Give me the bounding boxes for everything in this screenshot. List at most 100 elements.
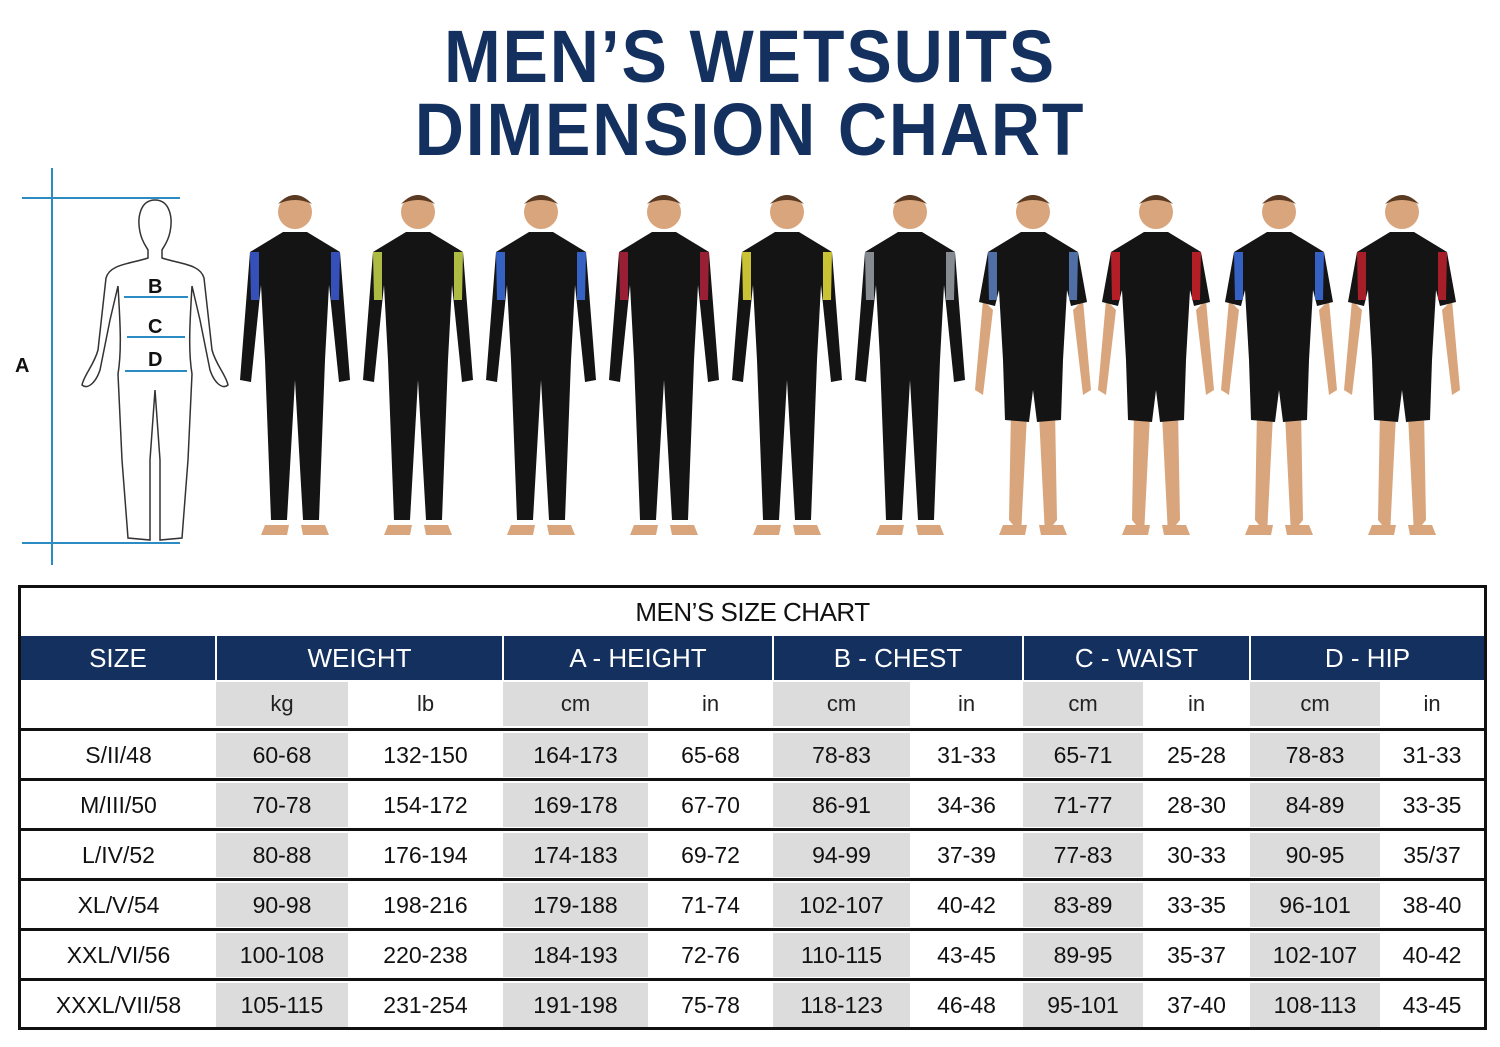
unit-cell: in	[648, 680, 773, 731]
unit-label: cm	[1023, 682, 1143, 726]
value-text: 231-254	[383, 991, 468, 1018]
head	[893, 195, 927, 229]
value-cell: 34-36	[910, 779, 1023, 831]
head	[524, 195, 558, 229]
hair	[1385, 195, 1419, 204]
size-label: XL/V/54	[77, 891, 160, 918]
size-cell: M/III/50	[21, 779, 216, 831]
value-text: 84-89	[1250, 782, 1380, 827]
value-text: 60-68	[216, 732, 348, 777]
title-line-2: DIMENSION CHART	[414, 88, 1086, 171]
feet	[261, 525, 329, 535]
table-row: L/IV/52 80-88 176-194 174-183 69-72 94-99 37-3…	[21, 829, 1484, 881]
value-text: 31-33	[1402, 741, 1462, 768]
value-cell: 108-113	[1250, 980, 1380, 1029]
value-cell: 33-35	[1143, 879, 1250, 931]
unit-label: in	[957, 691, 976, 716]
feet	[999, 525, 1067, 535]
head	[770, 195, 804, 229]
hair	[524, 195, 558, 204]
table-row: XXXL/VII/58 105-115 231-254 191-198 75-78 118…	[21, 980, 1484, 1029]
value-cell: 65-71	[1023, 729, 1143, 781]
value-text: 30-33	[1167, 841, 1226, 868]
value-cell: 40-42	[910, 879, 1023, 931]
value-text: 35/37	[1403, 841, 1461, 868]
size-cell: XL/V/54	[21, 879, 216, 931]
value-cell: 43-45	[1380, 980, 1484, 1029]
head	[401, 195, 435, 229]
value-text: 78-83	[1250, 732, 1380, 777]
column-header-b-chest: B - CHEST	[772, 636, 1023, 680]
value-cell: 67-70	[648, 779, 773, 831]
value-cell: 90-95	[1250, 829, 1380, 881]
value-text: 46-48	[937, 991, 996, 1018]
value-cell: 174-183	[503, 829, 648, 881]
hair	[1262, 195, 1296, 204]
head	[1139, 195, 1173, 229]
body-outline-icon	[81, 199, 229, 541]
value-text: 37-40	[1167, 991, 1226, 1018]
unit-cell: in	[1143, 680, 1250, 731]
value-text: 102-107	[773, 882, 910, 927]
value-text: 83-89	[1023, 882, 1143, 927]
value-cell: 90-98	[216, 879, 348, 931]
column-header-size: SIZE	[21, 636, 216, 680]
value-text: 38-40	[1402, 891, 1462, 918]
wetsuit	[609, 232, 719, 520]
value-cell: 198-216	[348, 879, 503, 931]
value-cell: 37-40	[1143, 980, 1250, 1029]
feet	[507, 525, 575, 535]
feet	[1368, 525, 1436, 535]
value-text: 174-183	[503, 832, 648, 877]
value-cell: 78-83	[1250, 729, 1380, 781]
value-cell: 86-91	[773, 779, 910, 831]
size-cell: XXL/VI/56	[21, 929, 216, 981]
size-label: S/II/48	[85, 741, 152, 768]
value-cell: 28-30	[1143, 779, 1250, 831]
wetsuit-model-6	[855, 195, 965, 535]
wetsuit-model-5	[732, 195, 842, 535]
value-text: 95-101	[1023, 982, 1143, 1027]
head	[1385, 195, 1419, 229]
unit-label: lb	[416, 691, 435, 716]
value-cell: 96-101	[1250, 879, 1380, 931]
value-text: 40-42	[937, 891, 996, 918]
wetsuit-models	[240, 195, 1460, 535]
wetsuit	[1348, 232, 1456, 422]
value-cell: 60-68	[216, 729, 348, 781]
value-text: 43-45	[1402, 991, 1462, 1018]
size-label: XXL/VI/56	[66, 941, 171, 968]
head	[1016, 195, 1050, 229]
wetsuit-accent	[619, 252, 709, 300]
value-text: 75-78	[681, 991, 740, 1018]
table-row: XL/V/54 90-98 198-216 179-188 71-74 102-107 40…	[21, 879, 1484, 931]
hair	[770, 195, 804, 204]
value-text: 118-123	[773, 982, 910, 1027]
wetsuit-accent	[865, 252, 955, 300]
wetsuit	[486, 232, 596, 520]
size-chart-table: MEN’S SIZE CHART SIZE WEIGHT A - HEIGHT B -…	[18, 585, 1487, 1030]
value-cell: 38-40	[1380, 879, 1484, 931]
value-text: 37-39	[937, 841, 996, 868]
column-header-d-hip: D - HIP	[1249, 636, 1484, 680]
value-cell: 33-35	[1380, 779, 1484, 831]
column-header-weight: WEIGHT	[215, 636, 503, 680]
value-cell: 43-45	[910, 929, 1023, 981]
value-cell: 110-115	[773, 929, 910, 981]
feet	[753, 525, 821, 535]
table-row: S/II/48 60-68 132-150 164-173 65-68 78-83 31-3…	[21, 729, 1484, 781]
wetsuit-model-1	[240, 195, 350, 535]
size-label: M/III/50	[80, 791, 157, 818]
value-cell: 118-123	[773, 980, 910, 1029]
hair	[1016, 195, 1050, 204]
legs	[1378, 410, 1426, 535]
value-cell: 94-99	[773, 829, 910, 881]
value-text: 33-35	[1167, 891, 1226, 918]
value-text: 94-99	[773, 832, 910, 877]
wetsuit	[855, 232, 965, 520]
column-header-a-height: A - HEIGHT	[502, 636, 773, 680]
units-blank-cell	[21, 680, 216, 731]
value-cell: 231-254	[348, 980, 503, 1029]
label-a: A	[15, 355, 29, 377]
value-cell: 100-108	[216, 929, 348, 981]
